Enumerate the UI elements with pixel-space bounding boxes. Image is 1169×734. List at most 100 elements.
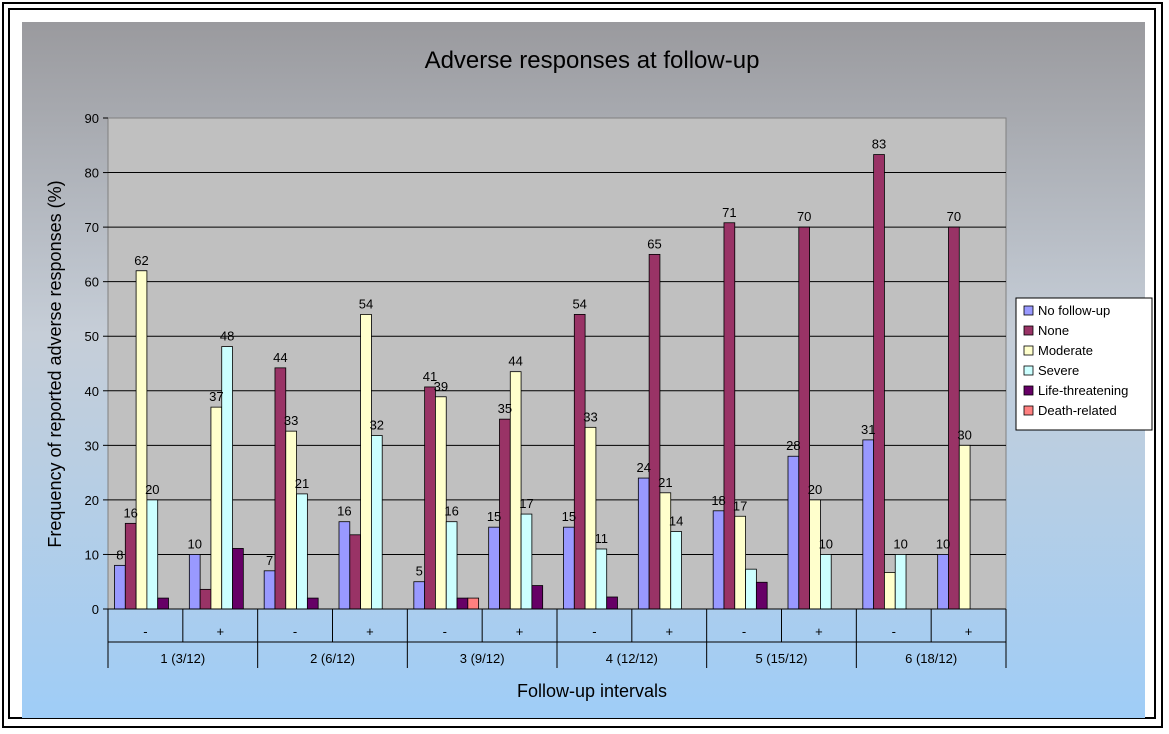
data-label: 65 — [647, 236, 661, 251]
data-label: 54 — [359, 296, 373, 311]
bar-severe — [520, 513, 533, 610]
bar-none — [948, 226, 960, 610]
data-labels-layer: 8 10 7 16 5 15 15 24 18 28 31 10 16 44 41 35 54 65 71 70 83 7… — [116, 137, 972, 579]
data-label: 21 — [658, 475, 672, 490]
bar-severe — [595, 548, 608, 610]
data-label: 17 — [519, 496, 533, 511]
x-category-label: + — [965, 624, 973, 639]
legend: No follow-up None Moderate Severe Life-threa… — [1015, 297, 1153, 431]
data-label: 33 — [583, 409, 597, 424]
bar-severe — [894, 554, 907, 610]
bar-none — [349, 534, 361, 610]
data-label: 7 — [266, 553, 273, 568]
legend-swatch — [1023, 365, 1034, 376]
bar-no-follow-up — [338, 521, 351, 610]
bar-none — [573, 313, 586, 610]
bar-no-follow-up — [637, 477, 650, 610]
bar-moderate — [584, 426, 597, 610]
bars-layer — [114, 154, 971, 610]
y-tick-label: 10 — [85, 547, 99, 562]
bar-no-follow-up — [488, 526, 500, 610]
legend-label: None — [1038, 323, 1069, 338]
bar-moderate — [659, 492, 672, 610]
bar-no-follow-up — [787, 455, 800, 610]
data-label: 16 — [337, 504, 351, 519]
data-label: 39 — [434, 379, 448, 394]
data-label: 14 — [669, 514, 683, 529]
data-label: 70 — [947, 209, 961, 224]
bar-none — [873, 154, 885, 610]
bar-moderate — [285, 430, 297, 610]
legend-box — [1015, 297, 1153, 431]
bar-none — [274, 367, 287, 610]
data-label: 20 — [808, 482, 822, 497]
x-group-label: 2 (6/12) — [310, 651, 355, 666]
x-category-label: - — [742, 624, 746, 639]
data-label: 10 — [819, 536, 833, 551]
y-tick-label: 70 — [85, 220, 99, 235]
x-group-label: 6 (18/12) — [905, 651, 957, 666]
data-label: 71 — [722, 205, 736, 220]
x-category-label: + — [366, 624, 374, 639]
data-label: 24 — [636, 460, 650, 475]
bar-no-follow-up — [937, 554, 949, 610]
legend-swatch — [1023, 385, 1034, 396]
x-category-label: - — [293, 624, 297, 639]
data-label: 8 — [116, 547, 123, 562]
data-label: 18 — [711, 493, 725, 508]
data-label: 15 — [562, 509, 576, 524]
legend-label: No follow-up — [1038, 303, 1110, 318]
data-label: 30 — [957, 427, 971, 442]
bar-life-threatening — [232, 548, 244, 610]
bar-no-follow-up — [188, 554, 201, 610]
data-label: 17 — [733, 498, 747, 513]
x-axis-title: Follow-up intervals — [517, 681, 667, 701]
bar-no-follow-up — [413, 581, 426, 610]
x-category-label: + — [516, 624, 524, 639]
data-label: 35 — [498, 401, 512, 416]
bar-moderate — [135, 270, 148, 610]
bar-severe — [146, 499, 159, 610]
x-group-label: 5 (15/12) — [755, 651, 807, 666]
chart-title: Adverse responses at follow-up — [425, 47, 760, 74]
bar-severe — [221, 346, 233, 610]
y-axis-title: Frequency of reported adverse responses … — [45, 180, 65, 547]
data-label: 83 — [872, 137, 886, 152]
data-label: 31 — [861, 422, 875, 437]
data-label: 5 — [416, 564, 423, 579]
plot-area — [107, 117, 1007, 610]
x-category-label: - — [892, 624, 896, 639]
y-tick-label: 30 — [85, 438, 99, 453]
data-label: 70 — [797, 209, 811, 224]
bar-life-threatening — [306, 597, 319, 610]
bar-life-threatening — [456, 597, 469, 610]
bar-life-threatening — [531, 585, 544, 610]
bar-life-threatening — [157, 597, 169, 610]
legend-swatch — [1023, 305, 1034, 316]
bar-severe — [820, 554, 832, 610]
bar-no-follow-up — [862, 439, 875, 610]
bar-moderate — [360, 313, 372, 610]
y-tick-label: 20 — [85, 493, 99, 508]
legend-label: Severe — [1038, 363, 1079, 378]
y-tick-label: 50 — [85, 329, 99, 344]
data-label: 21 — [295, 476, 309, 491]
legend-label: Life-threatening — [1038, 383, 1128, 398]
data-label: 44 — [273, 350, 287, 365]
bar-none — [424, 386, 436, 610]
bar-no-follow-up — [563, 526, 575, 610]
data-label: 16 — [123, 505, 137, 520]
legend-label: Death-related — [1038, 403, 1117, 418]
y-tick-label: 0 — [92, 602, 99, 617]
data-label: 62 — [134, 253, 148, 268]
data-label: 41 — [423, 369, 437, 384]
x-category-label: + — [665, 624, 673, 639]
bar-no-follow-up — [114, 564, 126, 610]
data-label: 48 — [220, 329, 234, 344]
bar-none — [798, 226, 810, 610]
x-category-label: - — [592, 624, 596, 639]
data-label: 37 — [209, 389, 223, 404]
bar-life-threatening — [606, 596, 618, 610]
